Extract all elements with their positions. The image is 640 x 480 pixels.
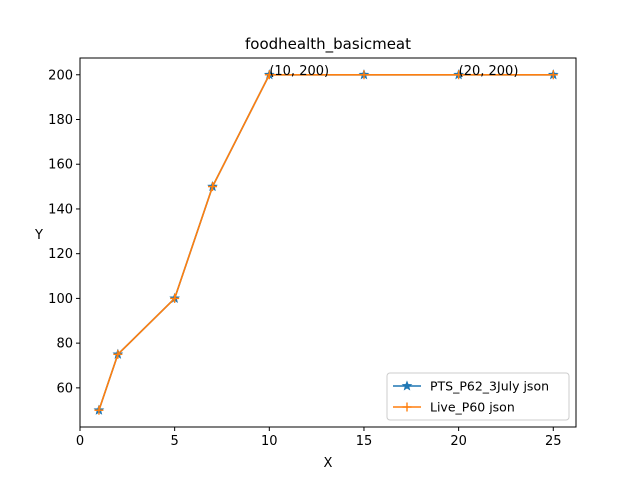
data-point (264, 70, 274, 80)
y-tick-label: 100 (48, 292, 73, 307)
x-tick-label: 15 (356, 434, 373, 449)
x-axis-label: X (324, 456, 333, 471)
series-2 (94, 70, 558, 415)
chart-title: foodhealth_basicmeat (245, 35, 411, 54)
legend-swatch-marker (402, 402, 412, 412)
y-tick-label: 180 (48, 113, 73, 128)
data-point (94, 405, 104, 415)
data-point (113, 349, 123, 359)
y-tick-label: 160 (48, 158, 73, 173)
annotations-layer: (10, 200) (20, 200) (269, 64, 518, 79)
x-tick-label: 20 (450, 434, 467, 449)
x-axis: 0 5 10 15 20 25 (76, 427, 562, 449)
x-tick-label: 5 (171, 434, 179, 449)
x-tick-label: 25 (545, 434, 562, 449)
y-axis-label: Y (34, 228, 43, 243)
y-tick-label: 120 (48, 247, 73, 262)
data-point (548, 70, 558, 80)
series-line (98, 73, 554, 411)
legend: PTS_P62_3July json Live_P60 json (386, 372, 570, 421)
x-tick-label: 0 (76, 434, 84, 449)
y-tick-label: 60 (56, 381, 73, 396)
data-point (454, 70, 464, 80)
y-axis: 60 80 100 120 140 160 180 200 (48, 68, 80, 396)
legend-box (386, 372, 570, 421)
data-point (170, 293, 180, 303)
y-tick-label: 140 (48, 202, 73, 217)
legend-entry-label: Live_P60 json (430, 400, 515, 415)
series-layer (93, 69, 559, 415)
y-tick-label: 80 (56, 337, 73, 352)
plot-area-frame (79, 57, 577, 428)
series-line (98, 73, 554, 411)
data-point (359, 70, 369, 80)
legend-entry-label: PTS_P62_3July json (430, 379, 549, 394)
point-annotation: (20, 200) (459, 64, 519, 79)
x-tick-label: 10 (261, 434, 278, 449)
point-annotation: (10, 200) (269, 64, 329, 79)
data-point (208, 182, 218, 192)
series-1 (93, 69, 559, 415)
legend-swatch-marker (401, 380, 413, 391)
y-tick-label: 200 (48, 68, 73, 83)
